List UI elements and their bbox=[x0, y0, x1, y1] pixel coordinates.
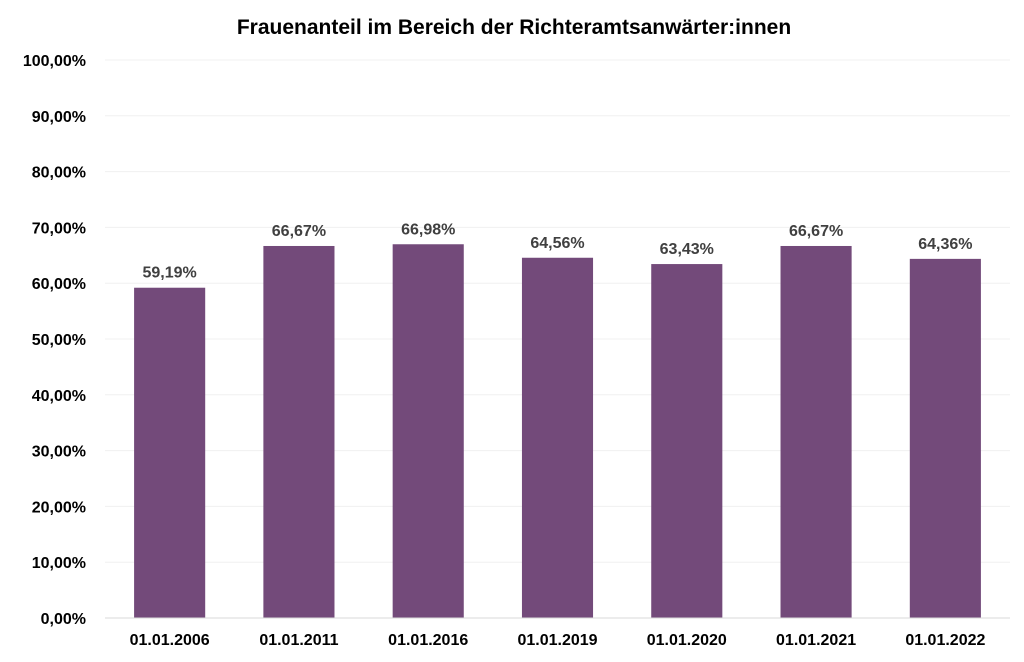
x-tick-label: 01.01.2020 bbox=[647, 632, 727, 649]
y-tick-label: 30,00% bbox=[32, 444, 86, 461]
y-axis-ticks: 0,00% 10,00% 20,00% 30,00% 40,00% 50,00% 60,00… bbox=[23, 53, 86, 628]
bar bbox=[392, 244, 464, 619]
x-axis-ticks: 01.01.2006 01.01.2011 01.01.2016 01.01.2019… bbox=[130, 632, 986, 649]
bar bbox=[909, 258, 981, 618]
data-label: 66,67% bbox=[789, 223, 843, 240]
x-tick-label: 01.01.2011 bbox=[259, 632, 338, 649]
y-tick-label: 100,00% bbox=[23, 53, 86, 70]
x-tick-label: 01.01.2019 bbox=[517, 632, 597, 649]
x-tick-label: 01.01.2022 bbox=[905, 632, 985, 649]
x-tick-label: 01.01.2006 bbox=[130, 632, 210, 649]
y-tick-label: 70,00% bbox=[32, 220, 86, 237]
data-label: 63,43% bbox=[660, 241, 714, 258]
y-tick-label: 60,00% bbox=[32, 276, 86, 293]
y-tick-label: 0,00% bbox=[41, 611, 86, 628]
bar bbox=[780, 245, 852, 619]
bar bbox=[263, 245, 335, 619]
data-labels: 59,19% 66,67% 66,98% 64,56% 63,43% 66,67% 64,3… bbox=[143, 221, 973, 281]
x-tick-label: 01.01.2021 bbox=[776, 632, 856, 649]
y-tick-label: 90,00% bbox=[32, 109, 86, 126]
y-tick-label: 80,00% bbox=[32, 165, 86, 182]
data-label: 64,56% bbox=[530, 235, 584, 252]
bar bbox=[651, 264, 723, 618]
data-label: 66,67% bbox=[272, 223, 326, 240]
bar bbox=[521, 257, 594, 618]
data-label: 66,98% bbox=[401, 221, 455, 238]
bars bbox=[134, 244, 981, 619]
bar bbox=[134, 287, 206, 618]
y-tick-label: 40,00% bbox=[32, 388, 86, 405]
x-tick-label: 01.01.2016 bbox=[388, 632, 468, 649]
data-label: 59,19% bbox=[143, 265, 197, 282]
y-tick-label: 20,00% bbox=[32, 499, 86, 516]
y-tick-label: 50,00% bbox=[32, 332, 86, 349]
data-label: 64,36% bbox=[918, 236, 972, 253]
y-tick-label: 10,00% bbox=[32, 555, 86, 572]
chart-title: Frauenanteil im Bereich der Richteramtsa… bbox=[237, 16, 791, 39]
